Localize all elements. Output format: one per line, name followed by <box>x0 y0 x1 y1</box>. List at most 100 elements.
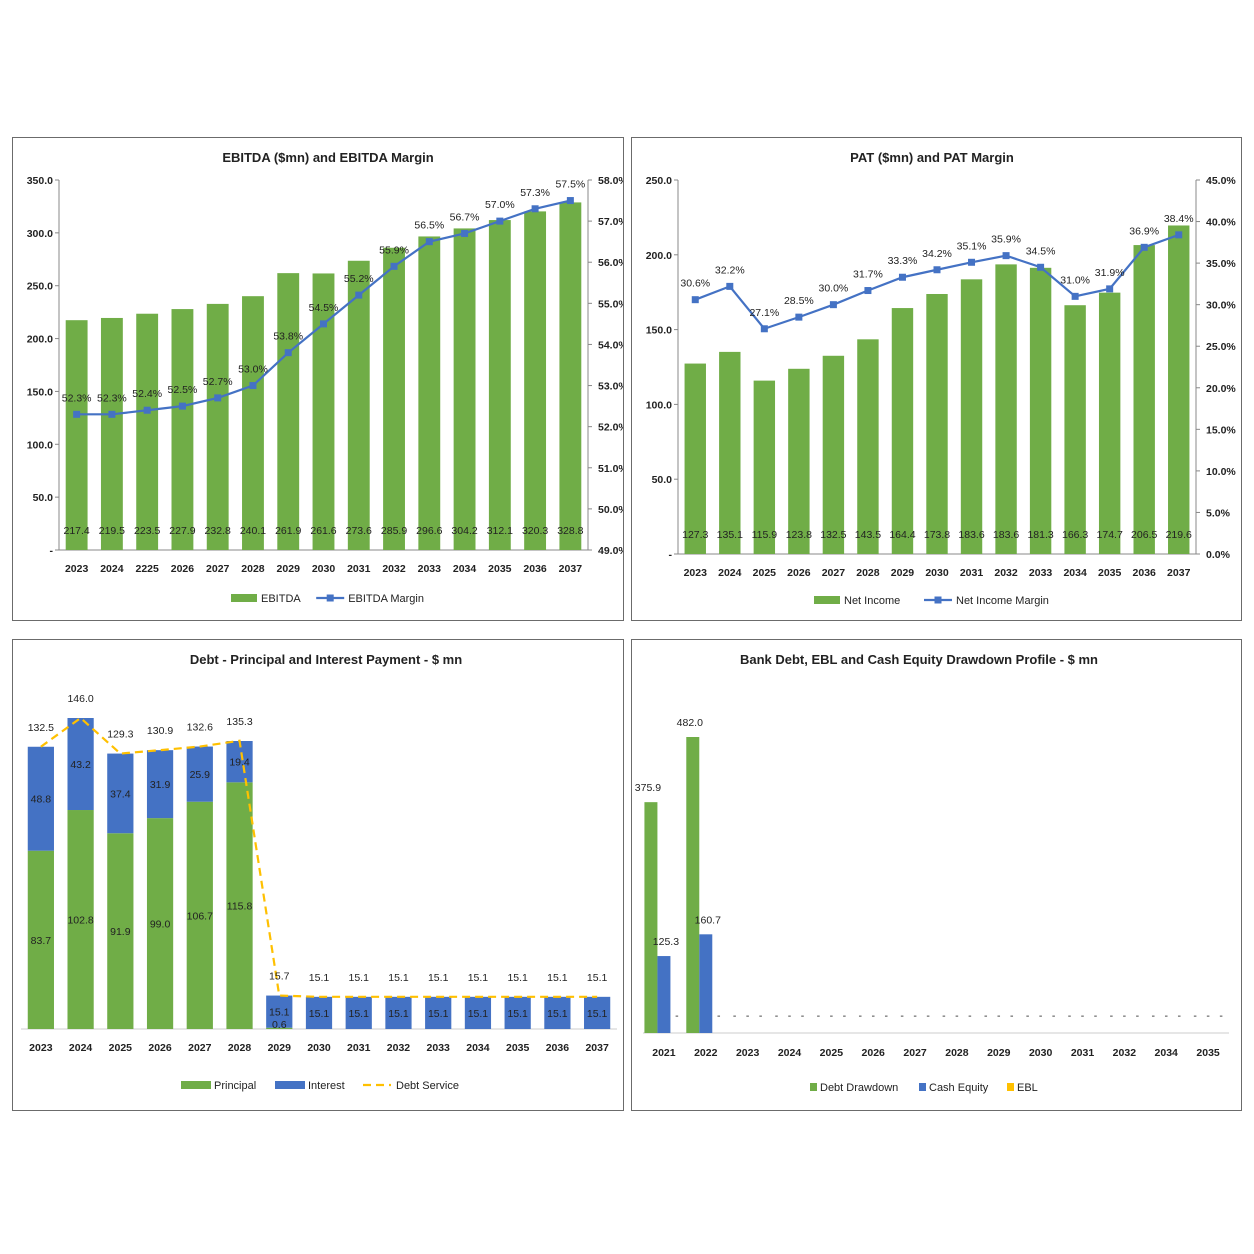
bar-interest <box>27 746 54 851</box>
x-tick-label: 2024 <box>100 563 124 575</box>
line-marker <box>390 262 398 270</box>
y-right-tick-label: 56.0% <box>598 257 623 269</box>
y-left-tick-label: 350.0 <box>27 175 53 187</box>
debt-chart: Debt - Principal and Interest Payment - … <box>21 652 617 1092</box>
debt-service-data-label: 129.3 <box>107 729 133 741</box>
bar-ebitda <box>100 317 123 550</box>
bar-data-label: 135.1 <box>717 529 743 541</box>
y-right-tick-label: 50.0% <box>598 504 623 516</box>
bar-data-label: - <box>926 1010 930 1022</box>
x-tick-label: 2028 <box>856 567 880 579</box>
principal-data-label: 106.7 <box>187 910 213 922</box>
bar-data-label: - <box>942 1010 946 1022</box>
debt-service-data-label: 15.1 <box>309 972 330 984</box>
y-right-tick-label: 57.0% <box>598 216 623 228</box>
legend-label: Interest <box>308 1080 345 1092</box>
bar-ebitda <box>65 320 88 550</box>
interest-data-label: 15.1 <box>309 1008 330 1020</box>
line-marker <box>566 197 574 205</box>
bar-data-label: - <box>1151 1010 1155 1022</box>
legend-swatch-bar <box>231 594 257 602</box>
x-tick-label: 2036 <box>1133 567 1157 579</box>
x-tick-label: 2025 <box>820 1047 844 1059</box>
x-tick-label: 2033 <box>1029 567 1053 579</box>
y-right-tick-label: 20.0% <box>1206 383 1236 395</box>
line-data-label: 56.7% <box>450 211 480 223</box>
bar-interest <box>345 996 372 1029</box>
legend-swatch-marker <box>934 596 942 604</box>
bar-interest <box>425 996 452 1029</box>
x-tick-label: 2032 <box>994 567 1018 579</box>
legend-label: EBITDA <box>261 593 301 605</box>
bar-data-label: 125.3 <box>653 936 679 948</box>
bar-data-label: - <box>830 1010 834 1022</box>
bar-data-label: - <box>1136 1010 1140 1022</box>
bar-ebitda <box>136 313 159 550</box>
bar-data-label: - <box>675 1010 679 1022</box>
bar-data-label: 482.0 <box>677 717 703 729</box>
bar-data-label: - <box>1110 1010 1114 1022</box>
y-left-tick-label: 250.0 <box>27 281 53 293</box>
x-tick-label: 2034 <box>1063 567 1087 579</box>
x-tick-label: 2030 <box>312 563 336 575</box>
debt-service-data-label: 132.6 <box>187 722 213 734</box>
x-tick-label: 2026 <box>787 567 811 579</box>
x-tick-label: 2029 <box>268 1042 292 1054</box>
line-debt-service <box>40 716 598 998</box>
chart-title: EBITDA ($mn) and EBITDA Margin <box>222 150 433 165</box>
bar-interest <box>385 996 412 1029</box>
bar-data-label: - <box>984 1010 988 1022</box>
bar-cash-equity <box>699 934 713 1033</box>
x-tick-label: 2023 <box>684 567 708 579</box>
bar-data-label: - <box>997 1010 1001 1022</box>
bar-net-income <box>753 380 776 554</box>
line-data-label: 34.5% <box>1026 245 1056 257</box>
x-tick-label: 2029 <box>277 563 301 575</box>
bar-interest <box>107 753 134 834</box>
bar-data-label: 285.9 <box>381 525 407 537</box>
line-data-label: 30.0% <box>819 283 849 295</box>
x-tick-label: 2029 <box>987 1047 1011 1059</box>
bar-data-label: 227.9 <box>169 525 195 537</box>
line-data-label: 27.1% <box>749 307 779 319</box>
x-tick-label: 2032 <box>387 1042 411 1054</box>
debt-service-data-label: 130.9 <box>147 725 173 737</box>
line-marker <box>214 394 222 402</box>
x-tick-label: 2028 <box>228 1042 252 1054</box>
y-right-tick-label: 40.0% <box>1206 217 1236 229</box>
bar-net-income <box>719 351 741 554</box>
bar-data-label: - <box>775 1010 779 1022</box>
bar-data-label: 261.6 <box>310 525 336 537</box>
bar-data-label: 166.3 <box>1062 529 1088 541</box>
bar-interest <box>226 741 253 783</box>
bar-interest <box>186 746 213 802</box>
legend-swatch-interest <box>275 1081 305 1089</box>
bar-data-label: 304.2 <box>451 525 477 537</box>
legend-label: Debt Drawdown <box>820 1082 898 1094</box>
bar-data-label: 217.4 <box>63 525 89 537</box>
line-data-label: 35.1% <box>957 240 987 252</box>
y-right-tick-label: 53.0% <box>598 381 623 393</box>
x-tick-label: 2032 <box>382 563 406 575</box>
bar-ebitda <box>206 303 229 550</box>
legend-swatch-debt-drawdown <box>810 1083 817 1091</box>
bar-data-label: - <box>1193 1010 1197 1022</box>
bar-interest <box>305 996 333 1029</box>
bar-data-label: 173.8 <box>924 529 950 541</box>
line-data-label: 55.9% <box>379 244 409 256</box>
bar-net-income <box>1168 225 1190 554</box>
interest-data-label: 31.9 <box>150 779 171 791</box>
bar-data-label: - <box>733 1010 737 1022</box>
bar-net-income <box>926 293 948 554</box>
bar-data-label: 223.5 <box>134 525 160 537</box>
y-right-tick-label: 10.0% <box>1206 466 1236 478</box>
bar-interest <box>266 995 293 1028</box>
bar-principal <box>146 818 174 1029</box>
x-tick-label: 2028 <box>945 1047 969 1059</box>
bar-principal <box>67 810 94 1029</box>
x-tick-label: 2030 <box>307 1042 331 1054</box>
bar-data-label: - <box>1123 1010 1127 1022</box>
drawdown-chart-panel: Bank Debt, EBL and Cash Equity Drawdown … <box>631 639 1242 1111</box>
bar-data-label: 164.4 <box>889 529 915 541</box>
bar-data-label: - <box>717 1010 721 1022</box>
